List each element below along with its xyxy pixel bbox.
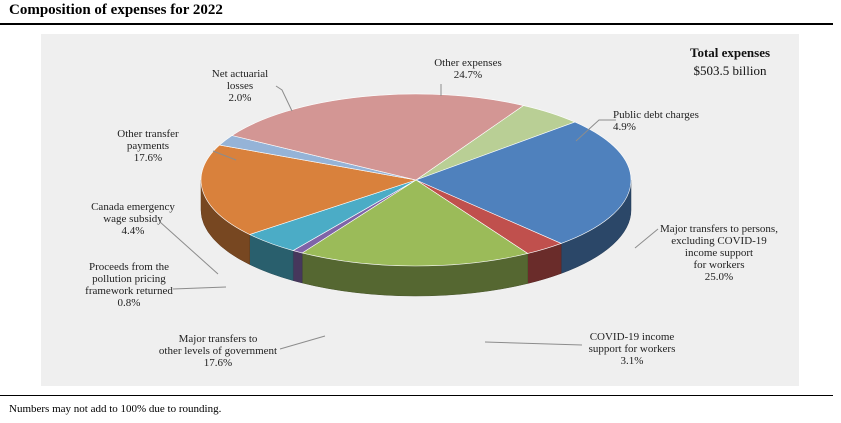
slice-name-line: framework returned <box>85 285 173 297</box>
slice-value-label: 25.0% <box>705 271 733 283</box>
leader-line-2 <box>484 341 583 346</box>
slice-name-line: support for workers <box>589 343 676 355</box>
slice-label-3: Major transfers to other levels of govern… <box>159 333 277 369</box>
pie-slice-3 <box>301 179 529 267</box>
page-title: Composition of expenses for 2022 <box>9 2 223 18</box>
pie-top <box>200 93 632 267</box>
slice-value-label: 0.8% <box>118 297 141 309</box>
footnote: Numbers may not add to 100% due to round… <box>9 403 222 415</box>
slice-name-line: income support <box>685 247 753 259</box>
slice-name-line: Other transfer <box>117 128 179 140</box>
slice-name-line: Other expenses <box>434 57 502 69</box>
slice-name-line: Canada emergency <box>91 201 175 213</box>
slice-value-label: 17.6% <box>134 152 162 164</box>
slice-value-label: 24.7% <box>454 69 482 81</box>
slice-name-line: wage subsidy <box>103 213 163 225</box>
slice-label-2: COVID-19 income support for workers 3.1% <box>589 331 676 367</box>
leader-line-1 <box>634 228 659 249</box>
slice-name-line: Public debt charges <box>613 109 699 121</box>
slice-label-5: Canada emergency wage subsidy 4.4% <box>91 201 175 237</box>
slice-name-line: Proceeds from the <box>89 261 169 273</box>
total-value: $503.5 billion <box>694 63 767 78</box>
pie-side-walls <box>200 179 632 297</box>
slice-label-4: Proceeds from the pollution pricing framew… <box>85 261 173 309</box>
leader-line-7 <box>275 85 293 112</box>
slice-name-line: for workers <box>693 259 744 271</box>
slice-label-1: Major transfers to persons, excluding COV… <box>660 223 778 283</box>
slice-label-8: Other expenses 24.7% <box>434 57 502 81</box>
pie-slice-8 <box>231 93 525 181</box>
slice-value-label: 3.1% <box>621 355 644 367</box>
slice-label-0: Public debt charges 4.9% <box>613 109 699 133</box>
slice-name-line: losses <box>227 80 253 92</box>
slice-value-label: 2.0% <box>229 92 252 104</box>
slice-label-7: Net actuarial losses 2.0% <box>212 68 269 104</box>
leader-line-6 <box>212 150 237 161</box>
slice-value-label: 17.6% <box>204 357 232 369</box>
leader-lines <box>159 84 659 350</box>
leader-line-3 <box>279 335 326 350</box>
slice-label-6: Other transfer payments 17.6% <box>117 128 179 164</box>
slice-name-line: Major transfers to persons, <box>660 223 778 235</box>
slice-name-line: Net actuarial <box>212 68 269 80</box>
leader-line-4 <box>172 286 227 290</box>
slice-labels: Public debt charges 4.9% Major transfers t… <box>85 57 778 369</box>
slice-name-line: payments <box>127 140 169 152</box>
pie-side-4 <box>292 250 303 284</box>
slice-value-label: 4.9% <box>613 121 636 133</box>
slice-name-line: other levels of government <box>159 345 277 357</box>
leader-line-5 <box>159 221 219 275</box>
pie-slice-6 <box>200 144 417 235</box>
slice-name-line: excluding COVID-19 <box>671 235 767 247</box>
slice-name-line: COVID-19 income <box>590 331 675 343</box>
footnote-rule <box>0 395 833 396</box>
pie-slice-1 <box>415 121 632 244</box>
title-rule <box>0 23 833 25</box>
leader-line-0 <box>575 119 616 142</box>
slice-name-line: Major transfers to <box>179 333 258 345</box>
slice-name-line: pollution pricing <box>92 273 166 285</box>
slice-value-label: 4.4% <box>122 225 145 237</box>
total-heading: Total expenses <box>690 45 770 60</box>
